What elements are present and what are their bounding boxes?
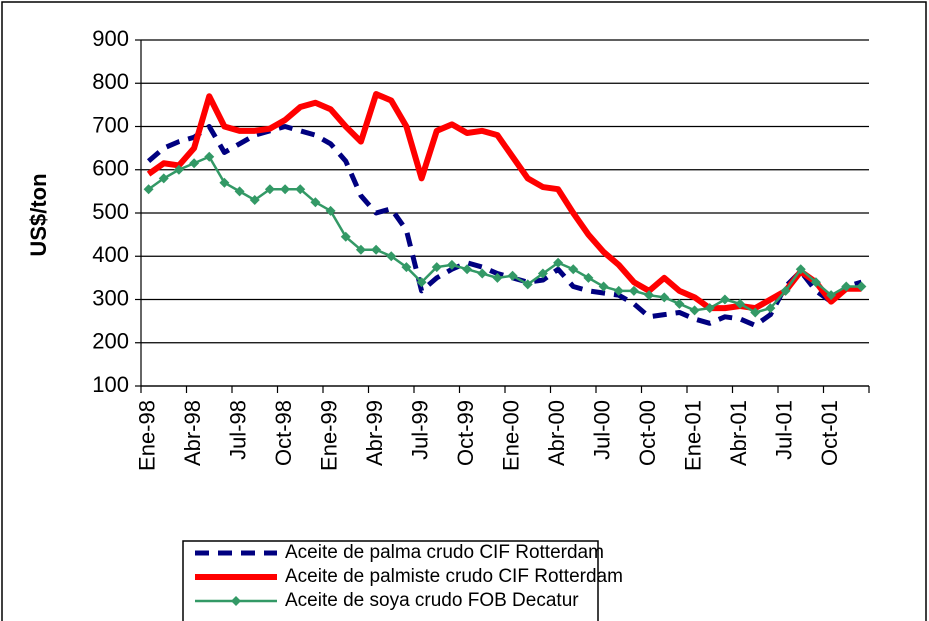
data-marker [750, 307, 761, 318]
data-marker [173, 164, 184, 175]
data-marker [158, 173, 169, 184]
data-marker [492, 272, 503, 283]
data-marker [598, 281, 609, 292]
data-marker [795, 264, 806, 275]
data-marker [765, 303, 776, 314]
data-marker [431, 262, 442, 273]
data-marker [280, 184, 291, 195]
y-tick-label: 100 [92, 372, 129, 397]
legend-label: Aceite de soya crudo FOB Decatur [285, 590, 579, 611]
data-marker [477, 268, 488, 279]
data-marker [310, 197, 321, 208]
y-tick-label: 500 [92, 199, 129, 224]
x-tick-label: Jul-99 [407, 400, 432, 460]
x-tick-label: Abr-98 [180, 400, 205, 466]
data-marker [689, 305, 700, 316]
data-marker [856, 281, 867, 292]
data-marker [371, 244, 382, 255]
data-marker [659, 292, 670, 303]
x-tick-label: Abr-00 [544, 400, 569, 466]
data-marker [340, 231, 351, 242]
x-tick-label: Ene-00 [498, 400, 523, 471]
y-tick-label: 800 [92, 69, 129, 94]
data-marker [719, 294, 730, 305]
data-marker [446, 259, 457, 270]
data-marker [826, 290, 837, 301]
data-marker [644, 290, 655, 301]
x-tick-label: Jul-00 [589, 400, 614, 460]
data-marker [204, 151, 215, 162]
data-marker [355, 244, 366, 255]
data-marker [264, 184, 275, 195]
data-marker [325, 205, 336, 216]
y-tick-label: 200 [92, 329, 129, 354]
data-marker [401, 262, 412, 273]
data-marker [735, 298, 746, 309]
data-marker [189, 158, 200, 169]
data-marker [780, 285, 791, 296]
data-marker [583, 272, 594, 283]
x-tick-label: Abr-01 [726, 400, 751, 466]
x-tick-label: Oct-99 [453, 400, 478, 466]
data-marker [234, 186, 245, 197]
data-marker [507, 270, 518, 281]
data-marker [416, 277, 427, 288]
data-marker [219, 177, 230, 188]
x-tick-label: Jul-01 [771, 400, 796, 460]
legend-marker [231, 596, 241, 606]
data-marker [462, 264, 473, 275]
data-marker [628, 285, 639, 296]
data-marker [568, 264, 579, 275]
x-tick-label: Ene-99 [316, 400, 341, 471]
data-marker [553, 257, 564, 268]
data-marker [295, 184, 306, 195]
y-tick-label: 400 [92, 242, 129, 267]
y-tick-label: 600 [92, 156, 129, 181]
data-marker [522, 279, 533, 290]
data-marker [810, 277, 821, 288]
y-tick-label: 700 [92, 112, 129, 137]
legend-label: Aceite de palma crudo CIF Rotterdam [285, 542, 604, 563]
data-marker [537, 268, 548, 279]
data-marker [613, 285, 624, 296]
x-tick-label: Oct-98 [271, 400, 296, 466]
x-tick-label: Oct-00 [635, 400, 660, 466]
y-tick-label: 300 [92, 285, 129, 310]
x-tick-label: Jul-98 [225, 400, 250, 460]
data-marker [841, 281, 852, 292]
data-marker [674, 298, 685, 309]
data-marker [386, 251, 397, 262]
data-marker [143, 184, 154, 195]
x-tick-label: Abr-99 [362, 400, 387, 466]
legend-label: Aceite de palmiste crudo CIF Rotterdam [285, 566, 623, 587]
x-tick-label: Ene-98 [134, 400, 159, 471]
y-tick-label: 900 [92, 26, 129, 51]
data-marker [704, 303, 715, 314]
x-tick-label: Oct-01 [817, 400, 842, 466]
data-marker [249, 195, 260, 206]
x-tick-label: Ene-01 [680, 400, 705, 471]
y-axis-label: US$/ton [26, 173, 51, 256]
